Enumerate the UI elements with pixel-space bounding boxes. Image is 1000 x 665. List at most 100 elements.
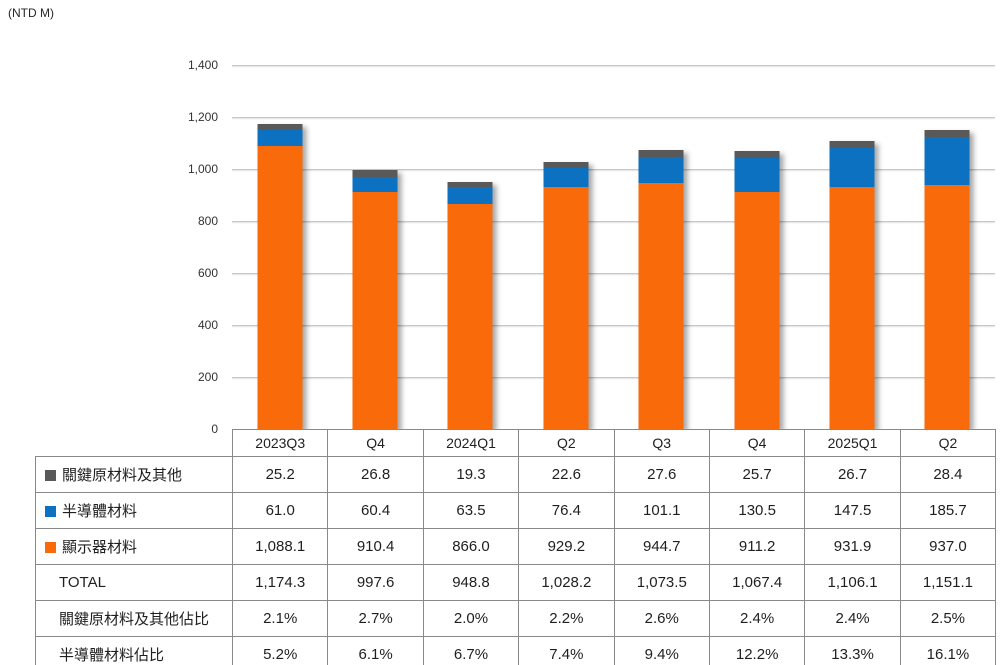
value-cell: 1,151.1 [899,564,997,601]
value-cell: 2.5% [899,600,997,637]
gridline [232,169,995,170]
value-cell: 60.4 [327,492,424,529]
stacked-bar-Q3 [638,149,684,429]
row-label-cell: 關鍵原材料及其他佔比 [35,600,233,637]
table-header-row: 2023Q3 Q4 2024Q1 Q2 Q3 Q4 2025Q1 Q2 [36,429,997,457]
stacked-bar-Q4 [734,151,780,429]
legend-swatch-icon [45,470,56,481]
gridline [232,117,995,118]
value-cell: 19.3 [422,456,520,493]
data-table: 2023Q3 Q4 2024Q1 Q2 Q3 Q4 2025Q1 Q2 關鍵原材料及其他 25.2… [35,429,997,665]
y-axis-tick-label: 1,200 [187,110,218,124]
bar-segment [447,182,493,188]
bar-segment [257,123,303,131]
table-row: 半導體材料佔比 5.2% 6.1% 6.7% 7.4% 9.4% 12.2% 13.3% 16.… [35,636,997,665]
value-cell: 76.4 [518,492,615,529]
value-cell: 2.6% [613,600,710,637]
bar-segment [829,141,875,149]
table-row: 顯示器材料 1,088.1 910.4 866.0 929.2 944.7 911.2 931… [35,528,997,565]
value-cell: 2.4% [804,600,901,637]
quarter-header-cell: Q2 [518,429,615,457]
value-cell: 937.0 [899,528,997,565]
table-row: 關鍵原材料及其他 25.2 26.8 19.3 22.6 27.6 25.7 26.7 28.4 [35,456,997,493]
gridline [232,221,995,222]
value-cell: 1,106.1 [804,564,901,601]
stacked-bar-2024Q1 [447,182,493,429]
quarter-header-cell: Q4 [708,429,806,457]
value-cell: 147.5 [804,492,901,529]
gridline [232,325,995,326]
bar-segment [257,130,303,147]
value-cell: 6.7% [422,636,520,665]
bar-segment [638,157,684,184]
value-cell: 185.7 [899,492,997,529]
bar-segment [638,149,684,158]
value-cell: 931.9 [804,528,901,565]
y-axis-tick-label: 600 [197,266,218,280]
stacked-bar-Q2 [924,129,970,429]
value-cell: 997.6 [327,564,424,601]
bar-segment [447,187,493,204]
value-cell: 12.2% [708,636,806,665]
quarter-header-cell: 2023Q3 [231,429,329,457]
value-cell: 911.2 [708,528,806,565]
y-axis: 0 200 400 600 800 1,000 1,200 1,400 [0,58,218,436]
quarter-header-cell: Q2 [899,429,997,457]
value-cell: 1,028.2 [518,564,615,601]
bar-segment [543,187,589,429]
bar-segment [924,137,970,186]
value-cell: 2.1% [231,600,329,637]
y-axis-tick-label: 400 [197,318,218,332]
bar-segment [734,158,780,193]
value-cell: 1,073.5 [613,564,710,601]
row-label: 顯示器材料 [62,539,138,556]
row-label: 關鍵原材料及其他 [62,467,183,484]
bar-segment [924,129,970,138]
quarter-header-cell: Q4 [327,429,424,457]
value-cell: 61.0 [231,492,329,529]
bar-segment [829,148,875,187]
stacked-bar-2023Q3 [257,123,303,429]
quarter-header-cell: 2024Q1 [422,429,520,457]
value-cell: 929.2 [518,528,615,565]
table-row: 半導體材料 61.0 60.4 63.5 76.4 101.1 130.5 147.5 185.… [35,492,997,529]
y-axis-tick-label: 200 [197,370,218,384]
value-cell: 25.7 [708,456,806,493]
legend-swatch-icon [45,542,56,553]
stacked-bar-Q4 [352,169,398,429]
bar-segment [829,186,875,429]
value-cell: 101.1 [613,492,710,529]
bar-segment [734,192,780,429]
bar-segment [638,183,684,429]
stacked-bar-Q2 [543,161,589,429]
row-label-cell: 半導體材料 [35,492,233,529]
bar-segment [352,169,398,177]
value-cell: 25.2 [231,456,329,493]
table-row: TOTAL 1,174.3 997.6 948.8 1,028.2 1,073.5 1,06… [35,564,997,601]
bar-segment [734,151,780,159]
stacked-bar-2025Q1 [829,141,875,429]
value-cell: 6.1% [327,636,424,665]
y-axis-tick-label: 1,000 [187,162,218,176]
bar-segment [924,185,970,429]
quarter-header-cell: 2025Q1 [804,429,901,457]
row-label: 半導體材料 [62,503,138,520]
value-cell: 9.4% [613,636,710,665]
value-cell: 866.0 [422,528,520,565]
quarter-header-cell: Q3 [613,429,710,457]
value-cell: 1,088.1 [231,528,329,565]
y-axis-tick-label: 1,400 [187,58,218,72]
value-cell: 22.6 [518,456,615,493]
gridline [232,377,995,378]
value-cell: 7.4% [518,636,615,665]
value-cell: 26.7 [804,456,901,493]
row-label-cell: 半導體材料佔比 [35,636,233,665]
value-cell: 16.1% [899,636,997,665]
row-label: 關鍵原材料及其他佔比 [59,611,210,628]
bar-segment [352,192,398,429]
value-cell: 5.2% [231,636,329,665]
bar-segment [447,203,493,429]
value-cell: 944.7 [613,528,710,565]
bar-segment [543,167,589,188]
